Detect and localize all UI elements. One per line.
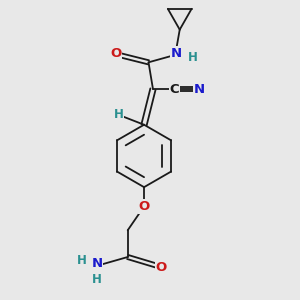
Text: H: H <box>77 254 87 267</box>
Text: O: O <box>138 200 150 213</box>
Text: H: H <box>92 273 102 286</box>
Text: O: O <box>110 47 122 60</box>
Text: N: N <box>92 257 103 270</box>
Text: N: N <box>170 47 182 60</box>
Text: H: H <box>114 108 124 121</box>
Text: H: H <box>188 51 198 64</box>
Text: O: O <box>155 262 167 275</box>
Text: C: C <box>169 82 179 96</box>
Text: N: N <box>194 82 205 96</box>
